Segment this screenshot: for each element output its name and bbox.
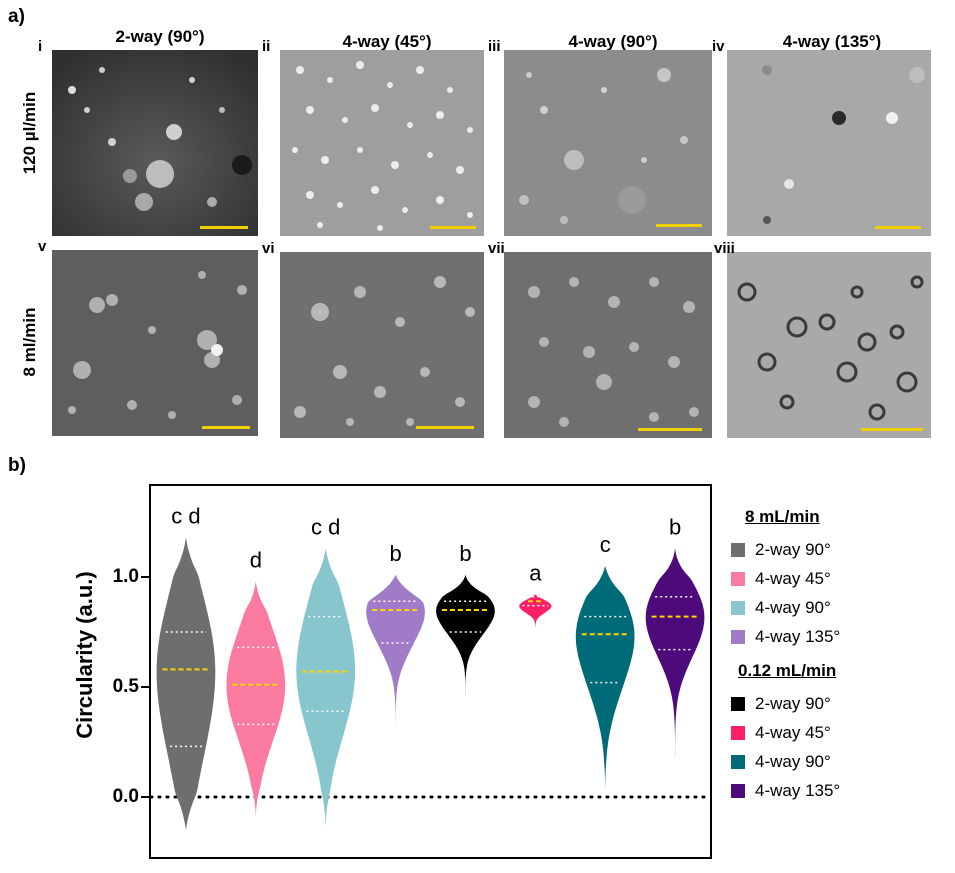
violin-7: c	[575, 532, 635, 795]
violin-6: a	[519, 561, 552, 753]
violin-4: b	[366, 541, 425, 784]
significance-letters: b	[669, 514, 681, 539]
row-label-8: 8 ml/min	[20, 307, 39, 377]
legend-swatch	[731, 630, 745, 644]
panel-b-label: b)	[8, 455, 26, 476]
column-title-4way-45: 4-way (45°)	[342, 32, 432, 51]
legend-label: 4-way 135°	[755, 627, 841, 646]
panel-a-label: a)	[8, 6, 25, 27]
significance-letters: d	[250, 547, 262, 572]
significance-letters: c	[600, 532, 611, 557]
scale-bar	[656, 224, 702, 227]
legend-label: 4-way 45°	[755, 569, 831, 588]
significance-letters: a	[529, 561, 542, 586]
violin-plot: c d d c d b b a c b	[151, 503, 710, 830]
image-label-viii: viii	[714, 240, 735, 257]
legend-label: 4-way 45°	[755, 723, 831, 742]
column-title-2way-90: 2-way (90°)	[115, 27, 205, 46]
legend-swatch	[731, 572, 745, 586]
legend-item: 2-way 90°	[731, 694, 831, 714]
tem-image-ii	[280, 50, 484, 236]
tem-image-iv	[727, 50, 931, 236]
column-title-4way-90: 4-way (90°)	[568, 32, 658, 51]
legend-label: 4-way 90°	[755, 752, 831, 771]
significance-letters: b	[459, 541, 471, 566]
legend-swatch	[731, 543, 745, 557]
legend-item: 4-way 45°	[731, 569, 831, 589]
violin-8: b	[645, 514, 705, 791]
scale-bar	[875, 226, 921, 229]
tem-image-vii	[504, 252, 712, 438]
violin-body	[519, 594, 552, 753]
tem-image-vi	[280, 252, 484, 438]
image-label-ii: ii	[262, 38, 271, 55]
scale-bar	[416, 426, 474, 429]
legend-title-012ml: 0.12 mL/min	[738, 661, 837, 680]
scale-bar	[200, 226, 248, 229]
legend-swatch	[731, 784, 745, 798]
image-label-vi: vi	[262, 240, 275, 257]
row-label-120: 120 µl/min	[20, 91, 39, 175]
legend-label: 4-way 135°	[755, 781, 841, 800]
y-tick-label: 0.5	[112, 676, 139, 697]
image-label-iii: iii	[488, 38, 501, 55]
legend-label: 4-way 90°	[755, 598, 831, 617]
image-label-iv: iv	[712, 38, 725, 55]
plot-frame: c d d c d b b a c b	[149, 484, 712, 859]
image-label-i: i	[38, 38, 43, 55]
tem-image-viii	[727, 252, 931, 438]
significance-letters: c d	[311, 514, 340, 539]
image-label-vii: vii	[488, 240, 505, 257]
violin-3: c d	[296, 514, 355, 828]
scale-bar	[430, 226, 476, 229]
scale-bar	[202, 426, 250, 429]
legend-item: 4-way 135°	[731, 781, 840, 801]
y-tick	[141, 686, 149, 688]
violin-body	[366, 574, 425, 784]
violin-body	[226, 581, 286, 817]
tem-image-v	[52, 250, 258, 436]
violin-body	[645, 548, 705, 791]
y-tick-label: 0.0	[112, 786, 139, 807]
tem-image-iii	[504, 50, 712, 236]
tem-image-i	[52, 50, 258, 236]
violin-body	[575, 566, 635, 795]
column-title-4way-135: 4-way (135°)	[782, 32, 882, 51]
y-tick-label: 1.0	[112, 566, 139, 587]
legend-item: 4-way 90°	[731, 752, 831, 772]
violin-body	[156, 537, 216, 830]
legend-swatch	[731, 726, 745, 740]
scale-bar	[861, 428, 923, 431]
legend-swatch	[731, 697, 745, 711]
scale-bar	[638, 428, 702, 431]
legend-swatch	[731, 601, 745, 615]
violin-body	[296, 548, 355, 828]
significance-letters: c d	[171, 503, 200, 528]
legend-swatch	[731, 755, 745, 769]
legend-title-8ml: 8 mL/min	[745, 507, 820, 526]
significance-letters: b	[389, 541, 401, 566]
violin-1: c d	[156, 503, 216, 830]
legend-item: 4-way 45°	[731, 723, 831, 743]
legend-label: 2-way 90°	[755, 694, 831, 713]
y-tick	[141, 576, 149, 578]
legend-item: 4-way 90°	[731, 598, 831, 618]
legend-item: 4-way 135°	[731, 627, 840, 647]
y-tick	[141, 796, 149, 798]
y-axis-label: Circularity (a.u.)	[72, 571, 97, 739]
legend-item: 2-way 90°	[731, 540, 831, 560]
violin-body	[436, 574, 495, 738]
image-label-v: v	[38, 238, 47, 255]
legend-label: 2-way 90°	[755, 540, 831, 559]
violin-5: b	[436, 541, 495, 738]
violin-2: d	[226, 547, 286, 817]
